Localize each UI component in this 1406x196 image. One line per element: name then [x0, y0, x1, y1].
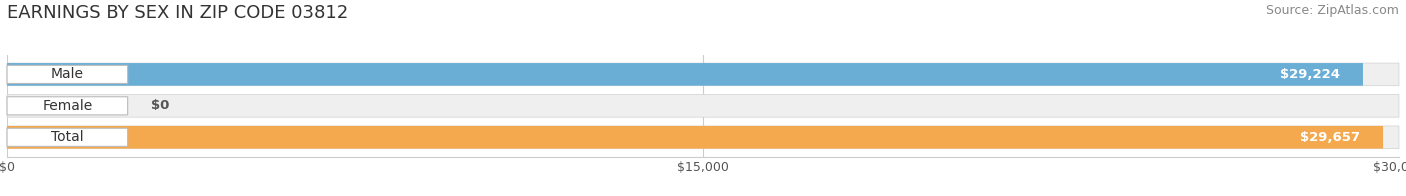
FancyBboxPatch shape: [7, 94, 1399, 117]
FancyBboxPatch shape: [7, 126, 1399, 149]
Text: $29,657: $29,657: [1301, 131, 1360, 144]
Text: Male: Male: [51, 67, 84, 81]
Text: EARNINGS BY SEX IN ZIP CODE 03812: EARNINGS BY SEX IN ZIP CODE 03812: [7, 4, 349, 22]
FancyBboxPatch shape: [7, 65, 128, 83]
Text: $0: $0: [150, 99, 169, 112]
FancyBboxPatch shape: [7, 97, 128, 115]
Text: Female: Female: [42, 99, 93, 113]
FancyBboxPatch shape: [7, 128, 128, 146]
Text: $29,224: $29,224: [1279, 68, 1340, 81]
FancyBboxPatch shape: [7, 63, 1362, 86]
Text: Total: Total: [51, 130, 84, 144]
Text: Source: ZipAtlas.com: Source: ZipAtlas.com: [1265, 4, 1399, 17]
FancyBboxPatch shape: [7, 126, 1384, 149]
FancyBboxPatch shape: [7, 63, 1399, 86]
